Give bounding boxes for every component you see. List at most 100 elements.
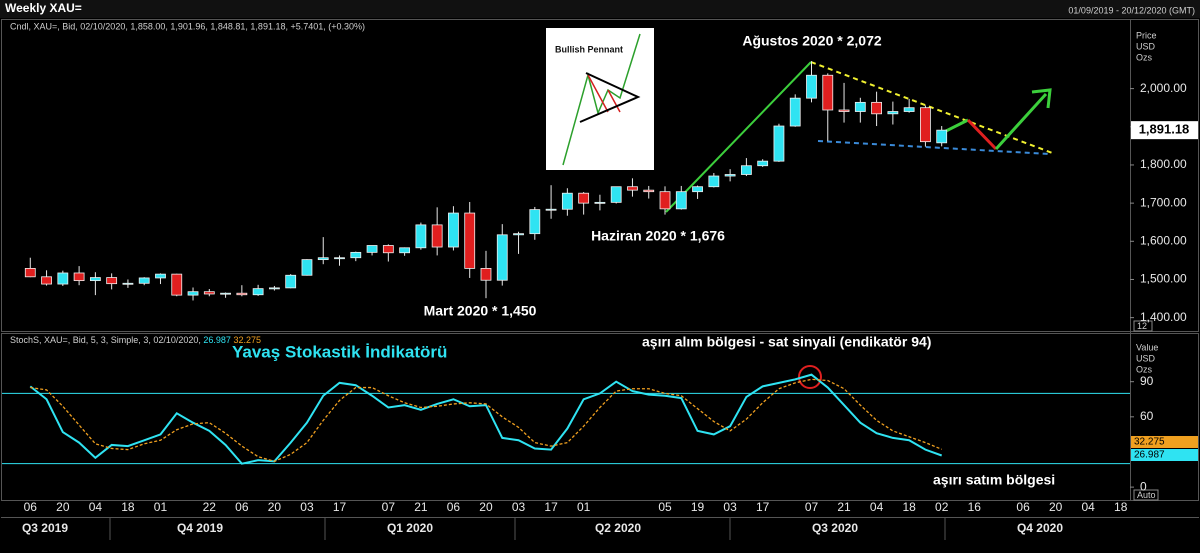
scale-box <box>1133 320 1153 332</box>
candle-body <box>57 272 69 285</box>
candle-body <box>366 245 378 253</box>
candle-body <box>854 101 866 112</box>
scale-box-label: 12 <box>1137 321 1147 331</box>
candle-body <box>773 125 785 162</box>
inset: Bullish Pennant <box>546 28 654 170</box>
candle-body <box>496 234 508 281</box>
x-tick-label: 02 <box>935 500 949 514</box>
x-tick-label: 06 <box>24 500 38 514</box>
scale-box-label: Auto <box>1137 490 1156 500</box>
title-bar <box>0 0 1200 18</box>
candle-body <box>301 259 313 276</box>
x-tick-label: 17 <box>756 500 770 514</box>
candle-body <box>382 245 394 254</box>
stoch-line <box>29 373 943 465</box>
candle-body <box>659 191 671 210</box>
green-trend <box>665 61 812 213</box>
candle-body <box>480 267 492 281</box>
x-tick-label: 04 <box>1081 500 1095 514</box>
x-tick-label: 18 <box>121 500 135 514</box>
candle-body <box>106 277 118 285</box>
candle-body <box>920 107 931 143</box>
candle-body <box>757 160 769 167</box>
x-tick-label: 06 <box>447 500 461 514</box>
legend-text: StochS, XAU=, Bid, 5, 3, Simple, 3, 02/1… <box>10 335 261 345</box>
candle-body <box>252 288 264 296</box>
candle-body <box>399 247 411 254</box>
x-tick-label: 01 <box>154 500 168 514</box>
candle-body <box>643 189 655 193</box>
green-arrow <box>994 92 1048 151</box>
candle-body <box>122 282 134 285</box>
axis-unit: Ozs <box>1136 364 1153 374</box>
x-tick-label: 06 <box>235 500 249 514</box>
candle-body <box>545 208 557 211</box>
trend-lines <box>665 61 1056 389</box>
candle-body <box>317 257 329 261</box>
x-tick-label: 03 <box>512 500 526 514</box>
axis-unit: USD <box>1136 41 1156 51</box>
candle-body <box>561 192 573 210</box>
annotation: Mart 2020 * 1,450 <box>424 303 537 319</box>
last-value-box <box>1131 436 1198 448</box>
candle-body <box>513 233 524 236</box>
inset-pennant <box>579 72 641 123</box>
y-tick-label: 1,800.00 <box>1140 157 1187 171</box>
x-tick-label: 18 <box>1114 500 1128 514</box>
y-tick-label: 0 <box>1140 479 1147 493</box>
last-price-label: 1,891.18 <box>1139 122 1190 137</box>
y-tick-label: 60 <box>1140 409 1154 423</box>
candle-body <box>464 212 476 269</box>
candle-body <box>89 277 101 282</box>
candle-body <box>350 251 362 259</box>
blue-trend <box>817 140 1051 155</box>
quarter-label: Q3 2019 <box>22 521 68 535</box>
x-tick-label: 20 <box>268 500 282 514</box>
inset-box <box>546 28 654 170</box>
axis-unit: Price <box>1136 30 1157 40</box>
inset-red <box>587 74 609 113</box>
x-tick-label: 22 <box>203 500 217 514</box>
x-tick-label: 20 <box>1049 500 1063 514</box>
x-tick-label: 21 <box>837 500 851 514</box>
annotation: aşırı satım bölgesi <box>933 472 1055 488</box>
legend-part: 26.987 <box>203 335 231 345</box>
inset-red <box>607 89 621 113</box>
x-tick-label: 06 <box>1016 500 1030 514</box>
candle-body <box>936 129 948 144</box>
legend-text: Cndl, XAU=, Bid, 02/10/2020, 1,858.00, 1… <box>10 21 365 31</box>
candle-body <box>24 267 36 278</box>
x-tick-label: 16 <box>968 500 982 514</box>
candle-body <box>692 186 703 193</box>
y-tick-label: 1,500.00 <box>1140 272 1187 286</box>
last-value-label: 32.275 <box>1134 437 1165 448</box>
quarter-label: Q2 2020 <box>595 521 641 535</box>
last-value-box <box>1131 449 1198 461</box>
x-tick-label: 07 <box>382 500 396 514</box>
candle-body <box>171 273 183 296</box>
candle-body <box>806 74 817 99</box>
y-tick-label: 2,000.00 <box>1140 81 1187 95</box>
candle-body <box>448 212 459 248</box>
candle-body <box>708 175 720 188</box>
axis-unit: Ozs <box>1136 52 1153 62</box>
legend-part: 32.275 <box>233 335 261 345</box>
y-tick-label: 1,600.00 <box>1140 233 1187 247</box>
candle-body <box>887 111 899 115</box>
quarter-label: Q3 2020 <box>812 521 858 535</box>
x-tick-label: 21 <box>414 500 428 514</box>
x-tick-label: 17 <box>333 500 347 514</box>
inset-title: Bullish Pennant <box>555 44 623 54</box>
candle-body <box>903 107 915 112</box>
x-tick-label: 01 <box>577 500 591 514</box>
candle-body <box>220 292 231 295</box>
candle-body <box>871 101 882 115</box>
pane-frames <box>1 19 1199 518</box>
candle-body <box>740 165 752 175</box>
x-tick-label: 17 <box>544 500 558 514</box>
annotation: aşırı alım bölgesi - sat sinyali (endika… <box>642 334 931 350</box>
yellow-trend <box>810 61 1056 155</box>
x-tick-label: 04 <box>89 500 103 514</box>
signal-circle <box>798 365 822 389</box>
